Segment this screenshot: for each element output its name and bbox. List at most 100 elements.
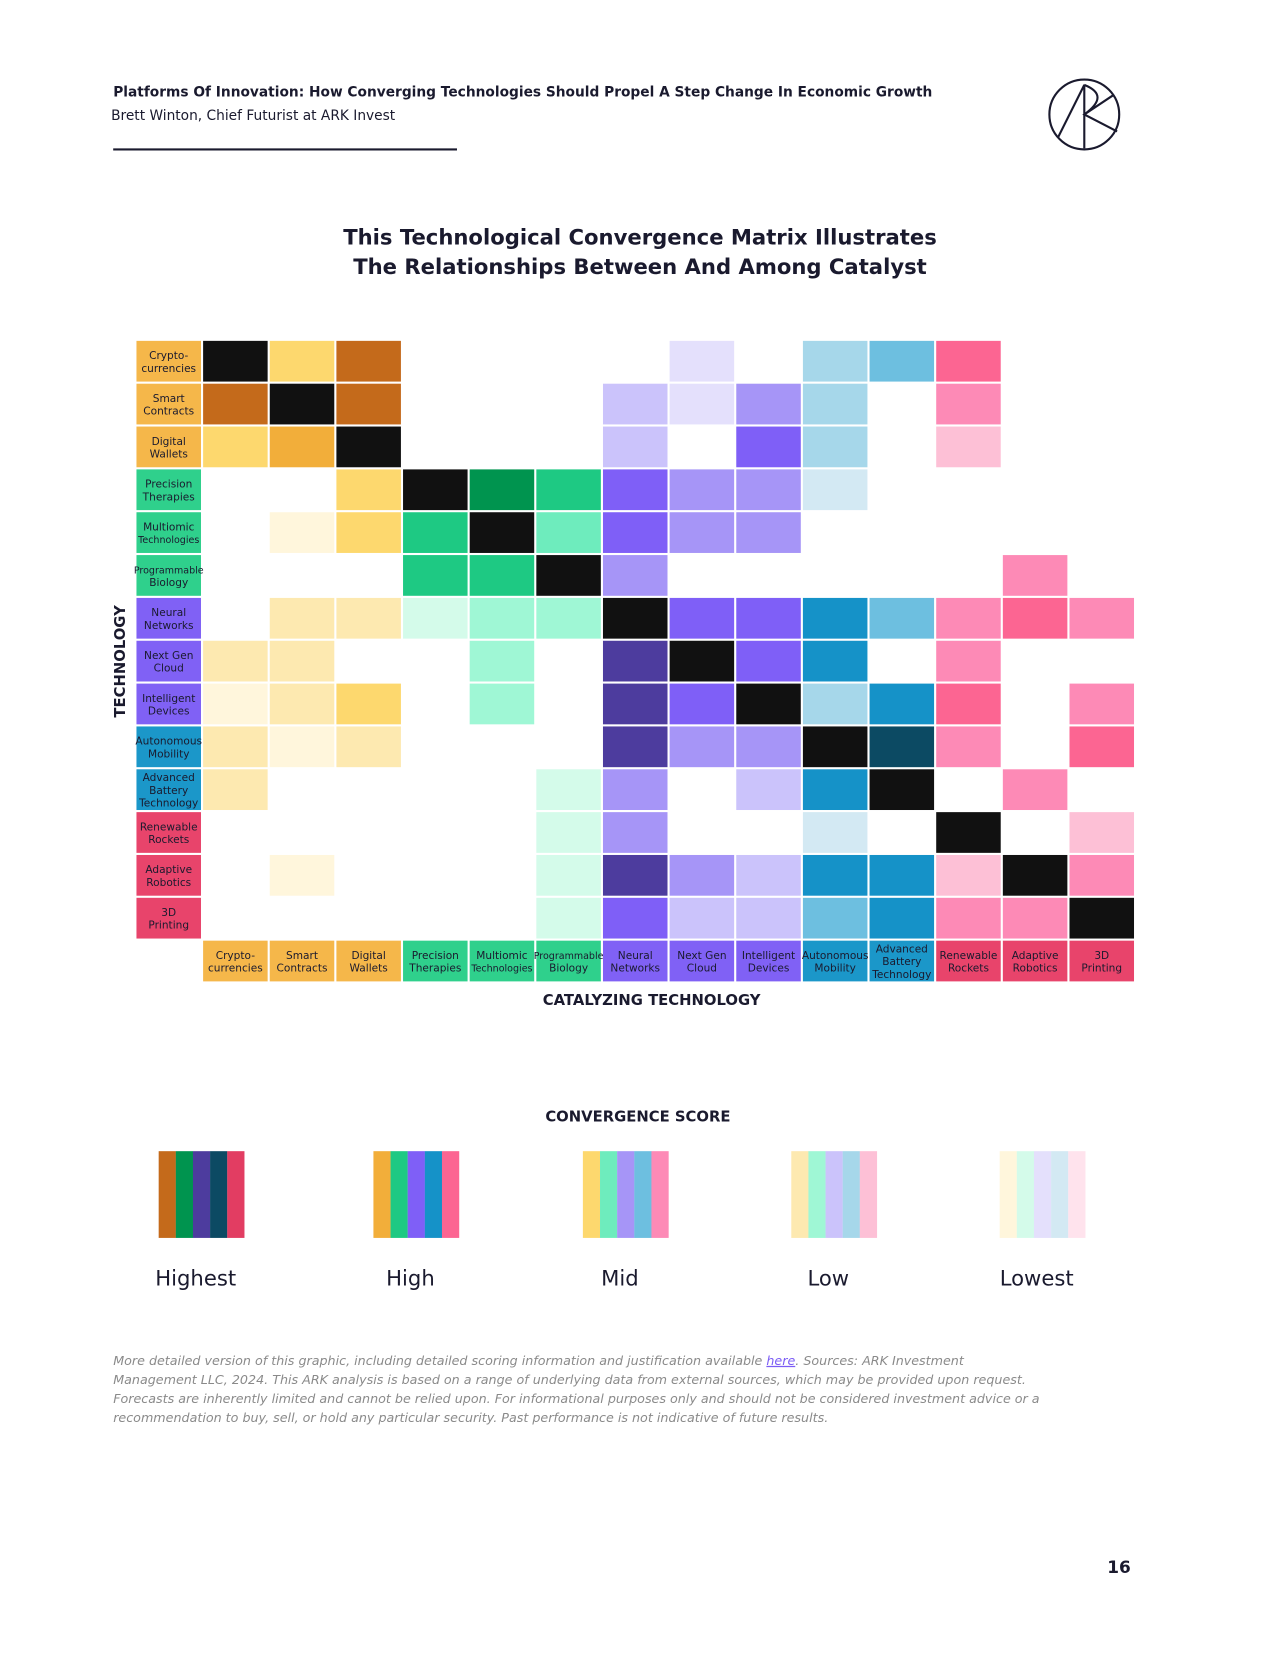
cell [336,512,401,553]
cell [469,597,535,639]
footnote-link[interactable]: here [766,1353,795,1368]
cell [602,683,668,725]
self-cell [269,383,335,425]
col-label-box [802,940,868,982]
cell [669,683,735,725]
tech-label: Next Gen [144,650,193,662]
cell [269,683,335,725]
tech-label: Neural [618,950,653,962]
row-label-box [136,769,201,811]
tech-label: Neural [151,607,186,619]
tech-label: Renewable [940,950,998,962]
cell [602,812,668,853]
cell [403,555,468,596]
cell [802,640,868,682]
tech-label: Battery [149,785,188,797]
legend-label: Low [807,1266,849,1291]
cell [602,726,668,768]
legend-swatch [791,1151,809,1238]
self-cell [669,640,735,682]
cell [669,597,735,639]
cell [936,683,1001,725]
row-label-box [136,640,201,682]
legend-swatch [227,1151,245,1238]
cell [736,640,801,682]
tech-label: Therapies [408,963,461,975]
tech-label: Advanced [143,772,195,784]
tech-label: Precision [412,950,459,962]
tech-label: Renewable [140,821,198,833]
row-label-box [136,555,201,596]
col-label-box [669,940,735,982]
x-axis-label: CATALYZING TECHNOLOGY [543,992,761,1009]
cell [802,812,868,853]
cell [936,383,1001,425]
self-cell [469,512,535,553]
cell [536,769,601,811]
cell [669,726,735,768]
cell [802,769,868,811]
tech-label: Contracts [143,406,194,418]
cell [802,683,868,725]
legend-label: Lowest [1000,1266,1074,1291]
tech-label: Networks [610,963,660,975]
legend-swatch [424,1151,443,1238]
cell [869,897,935,939]
cell [736,769,801,811]
legend-label: Highest [155,1266,236,1291]
cell [802,426,868,468]
tech-label: Mobility [814,963,855,975]
tech-label: Cloud [154,663,184,675]
legend-swatch [859,1151,878,1238]
self-cell [736,683,801,725]
tech-label: Battery [882,956,921,968]
logo [1048,78,1121,151]
tech-label: Crypto- [216,950,255,962]
cell [602,854,668,896]
footnote: Forecasts are inherently limited and can… [113,1391,1039,1406]
cell [203,383,268,425]
self-cell [802,726,868,768]
legend-swatch [582,1151,601,1238]
cell [936,426,1001,468]
cell [802,854,868,896]
header-title: Platforms Of Innovation: How Converging … [113,84,932,100]
cell [936,340,1001,382]
cell [1069,726,1135,768]
tech-label: Technology [871,969,931,981]
cell [336,469,401,511]
self-cell [336,426,401,468]
legend-swatch [1016,1151,1035,1238]
self-cell [602,597,668,639]
cell [602,426,668,468]
tech-label: Devices [748,963,790,975]
header-author: Brett Winton, Chief Futurist at ARK Inve… [111,108,396,124]
legend-swatch [1068,1151,1086,1238]
tech-label: Therapies [142,491,195,503]
cell [936,897,1001,939]
cell [336,383,401,425]
tech-label: Technology [138,798,198,810]
tech-label: Robotics [1013,963,1058,975]
cell [869,597,935,639]
cell [869,726,935,768]
cell [536,854,601,896]
cell [669,854,735,896]
col-label-box [269,940,335,982]
cell [736,426,801,468]
tech-label: Precision [145,479,192,491]
tech-label: Networks [144,620,194,632]
tech-label: Multiomic [143,521,195,533]
row-label-box [136,897,201,939]
row-label-box [136,469,201,511]
tech-label: Technologies [137,535,199,546]
cell [203,726,268,768]
legend-swatch [825,1151,843,1238]
tech-label: Intelligent [142,693,195,705]
cell [336,597,401,639]
tech-label: Adaptive [145,864,192,876]
tech-label: Adaptive [1012,950,1059,962]
tech-label: Next Gen [677,950,726,962]
legend-label: High [386,1266,435,1291]
tech-label: Advanced [876,944,928,956]
